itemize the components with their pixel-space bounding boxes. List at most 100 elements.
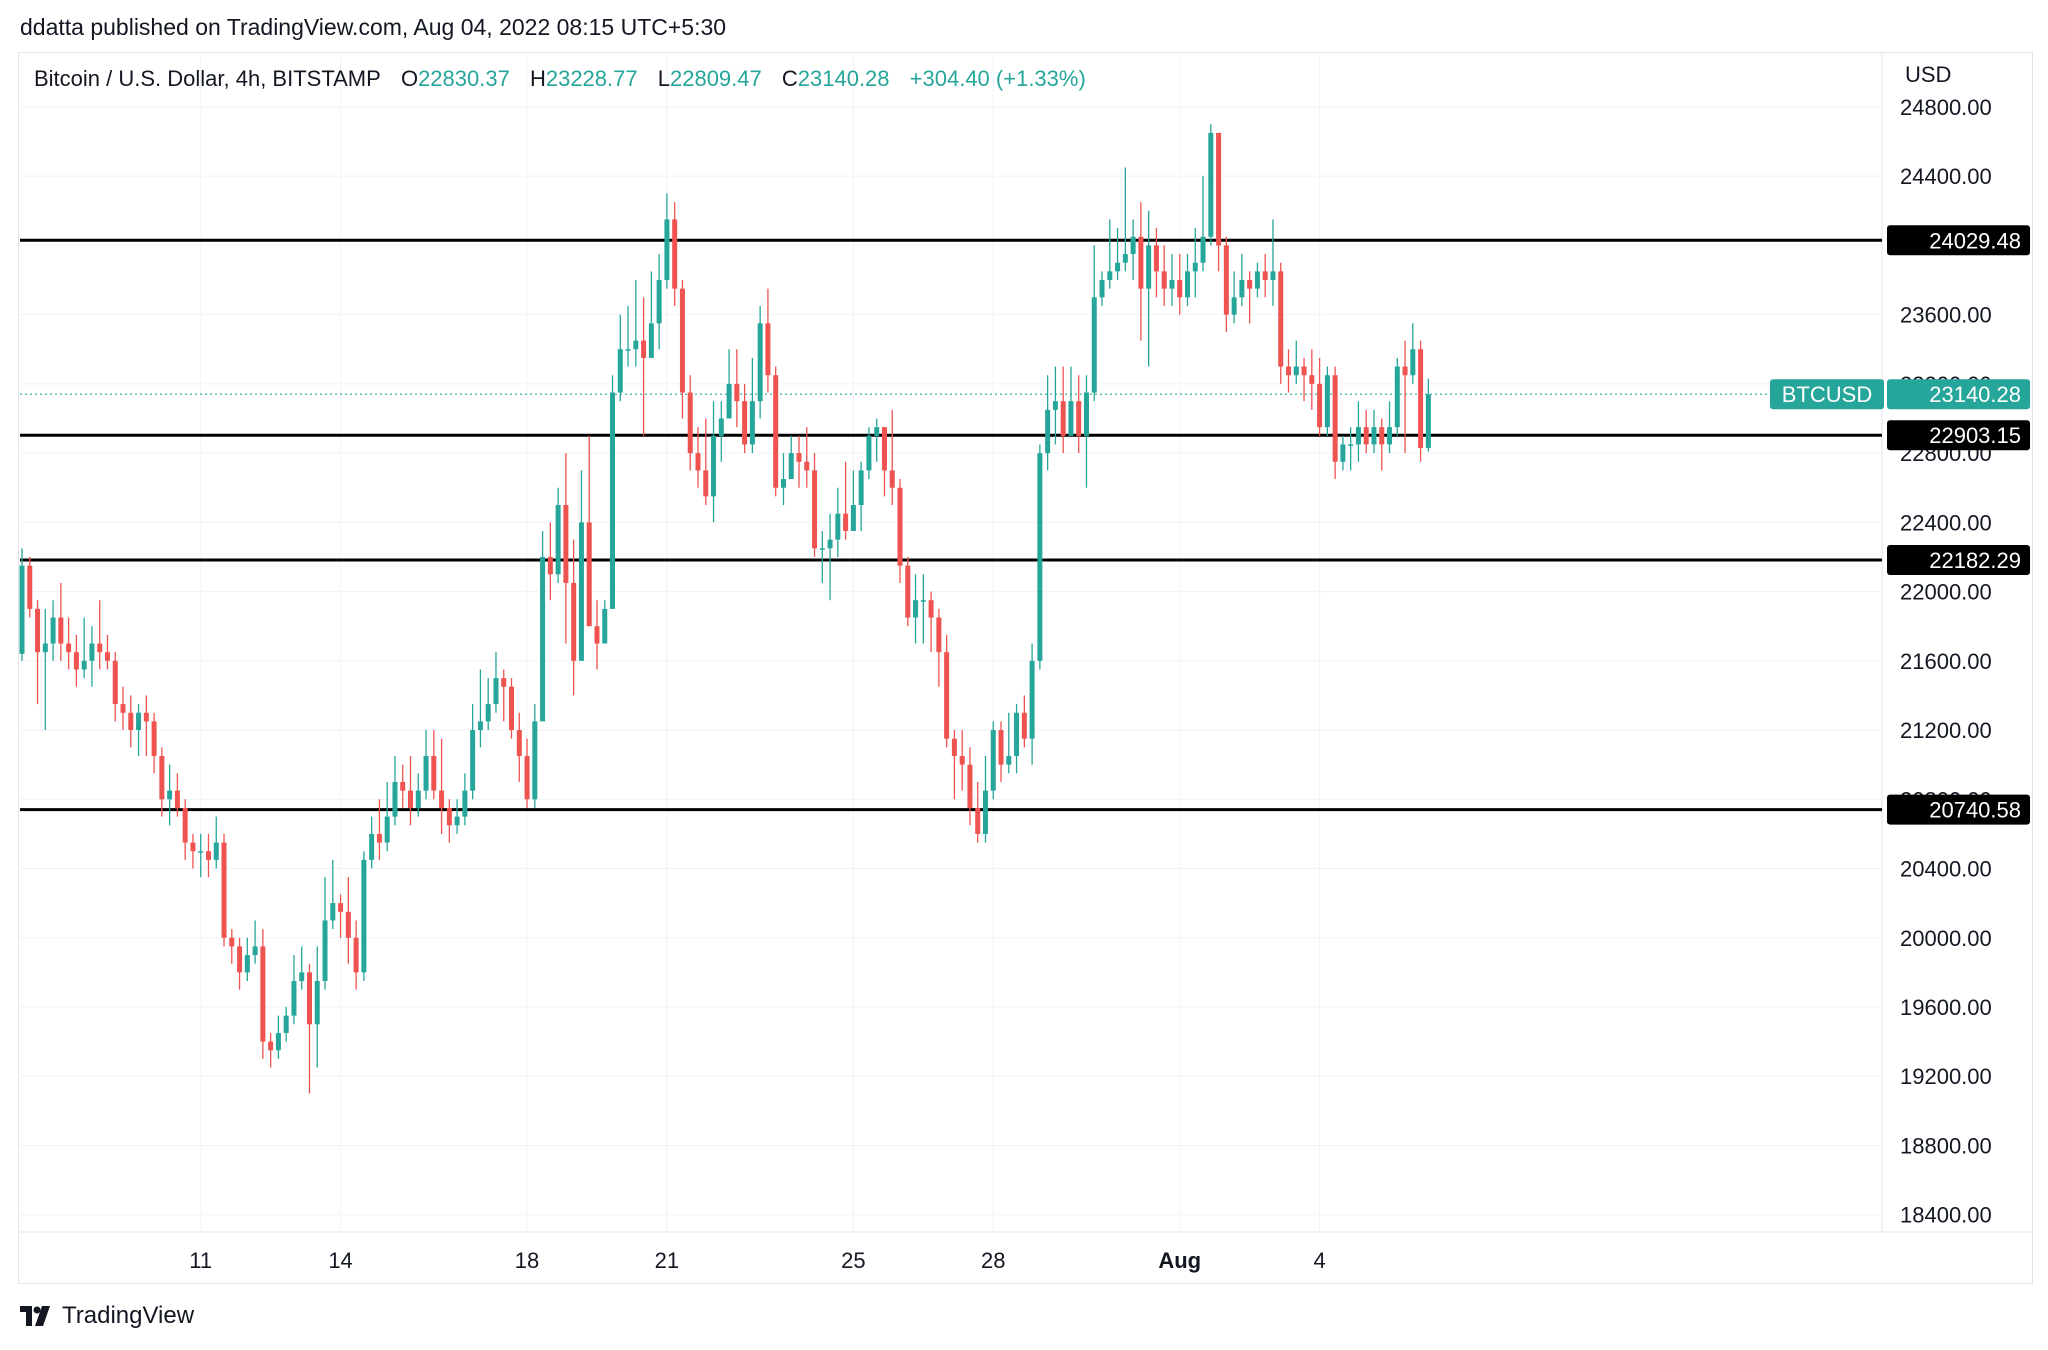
candle-body: [501, 678, 507, 687]
candle-body: [1340, 444, 1346, 462]
candle-body: [718, 418, 724, 436]
symbol-name[interactable]: Bitcoin / U.S. Dollar, 4h, BITSTAMP: [34, 66, 381, 91]
x-tick-label: 28: [981, 1248, 1005, 1273]
candle-body: [369, 833, 375, 860]
candle-body: [260, 946, 266, 1042]
candle-body: [35, 608, 41, 653]
level-price-label: 22903.15: [1929, 423, 2021, 448]
candle-body: [726, 383, 732, 419]
candle-body: [648, 323, 654, 358]
y-tick-label: 22400.00: [1900, 510, 1992, 535]
candle-body: [749, 401, 755, 445]
candle-body: [431, 756, 437, 791]
last-price-label: 23140.28: [1929, 382, 2021, 407]
candle-body: [345, 911, 351, 938]
candle-body: [1107, 271, 1113, 281]
candle-body: [866, 435, 872, 471]
candle-body: [804, 461, 810, 471]
candle-body: [1153, 245, 1159, 272]
candle-body: [439, 790, 445, 808]
candle-body: [1247, 280, 1253, 289]
candle-body: [1317, 383, 1323, 428]
candle-body: [547, 556, 553, 575]
candle-body: [275, 1032, 281, 1051]
candle-body: [252, 946, 258, 956]
y-tick-label: 20400.00: [1900, 857, 1992, 882]
candle-body: [1278, 271, 1284, 367]
level-price-tag: [1887, 420, 2030, 451]
candle-body: [136, 712, 142, 731]
candle-body: [602, 608, 608, 644]
candle-body: [1348, 444, 1354, 446]
chart-frame[interactable]: [18, 52, 2033, 1284]
candle-body: [555, 505, 561, 575]
candle-body: [928, 600, 934, 618]
candle-body: [757, 323, 763, 402]
tradingview-logo[interactable]: TradingView: [20, 1302, 194, 1330]
candle-body: [454, 816, 460, 826]
close-value: 23140.28: [797, 66, 890, 91]
candle-body: [1006, 756, 1012, 765]
candle-body: [1410, 349, 1416, 376]
candle-body: [1394, 366, 1400, 428]
candle-body: [27, 565, 33, 609]
candle-body: [1254, 271, 1260, 289]
candle-body: [493, 678, 499, 705]
level-price-tag: [1887, 794, 2030, 825]
currency-unit[interactable]: USD: [1905, 62, 1952, 87]
candle-body: [128, 712, 134, 731]
candle-body: [400, 781, 406, 791]
candle-body: [1169, 280, 1175, 289]
candle-body: [1192, 262, 1198, 272]
candle-body: [1301, 366, 1307, 376]
candle-body: [462, 790, 468, 817]
candle-body: [58, 617, 64, 644]
candle-body: [384, 816, 390, 843]
y-tick-label: 18800.00: [1900, 1133, 1992, 1158]
candle-body: [477, 721, 483, 731]
candle-body: [229, 937, 235, 947]
candle-body: [625, 349, 631, 351]
candle-body: [423, 756, 429, 791]
candle-body: [1418, 349, 1424, 448]
y-tick-label: 21600.00: [1900, 649, 1992, 674]
candle-body: [812, 470, 818, 549]
candle-body: [990, 730, 996, 791]
candle-body: [509, 686, 515, 731]
candle-body: [586, 522, 592, 627]
candle-body: [19, 565, 25, 654]
candle-body: [306, 972, 312, 1025]
candle-body: [1262, 271, 1268, 281]
candle-body: [874, 427, 880, 436]
candle-body: [594, 626, 600, 644]
close-label: C: [781, 66, 798, 91]
candle-body: [780, 479, 786, 488]
candle-body: [104, 652, 110, 661]
candle-body: [408, 790, 413, 808]
candle-body: [353, 937, 359, 973]
candle-body: [1146, 245, 1152, 289]
candle-body: [1208, 132, 1214, 237]
candle-body: [1332, 375, 1338, 462]
candle-body: [338, 903, 344, 912]
candle-body: [703, 470, 709, 497]
x-tick-label: 18: [515, 1248, 539, 1273]
symbol-tag: [1770, 379, 1884, 410]
candle-body: [1185, 271, 1190, 298]
candle-body: [920, 600, 926, 602]
candle-body: [1379, 427, 1385, 445]
candle-body: [617, 349, 623, 393]
candle-body: [415, 790, 421, 808]
candle-body: [1091, 297, 1097, 393]
candle-body: [120, 704, 126, 713]
candle-body: [1200, 236, 1206, 263]
grid-lines: [18, 52, 2033, 1233]
candle-body: [788, 453, 794, 480]
candle-body: [1387, 427, 1393, 445]
low-value: 22809.47: [669, 66, 762, 91]
candle-body: [1029, 660, 1035, 739]
publisher-line: ddatta published on TradingView.com, Aug…: [20, 14, 727, 40]
candle-body: [1115, 262, 1121, 272]
y-tick-label: 19200.00: [1900, 1064, 1992, 1089]
